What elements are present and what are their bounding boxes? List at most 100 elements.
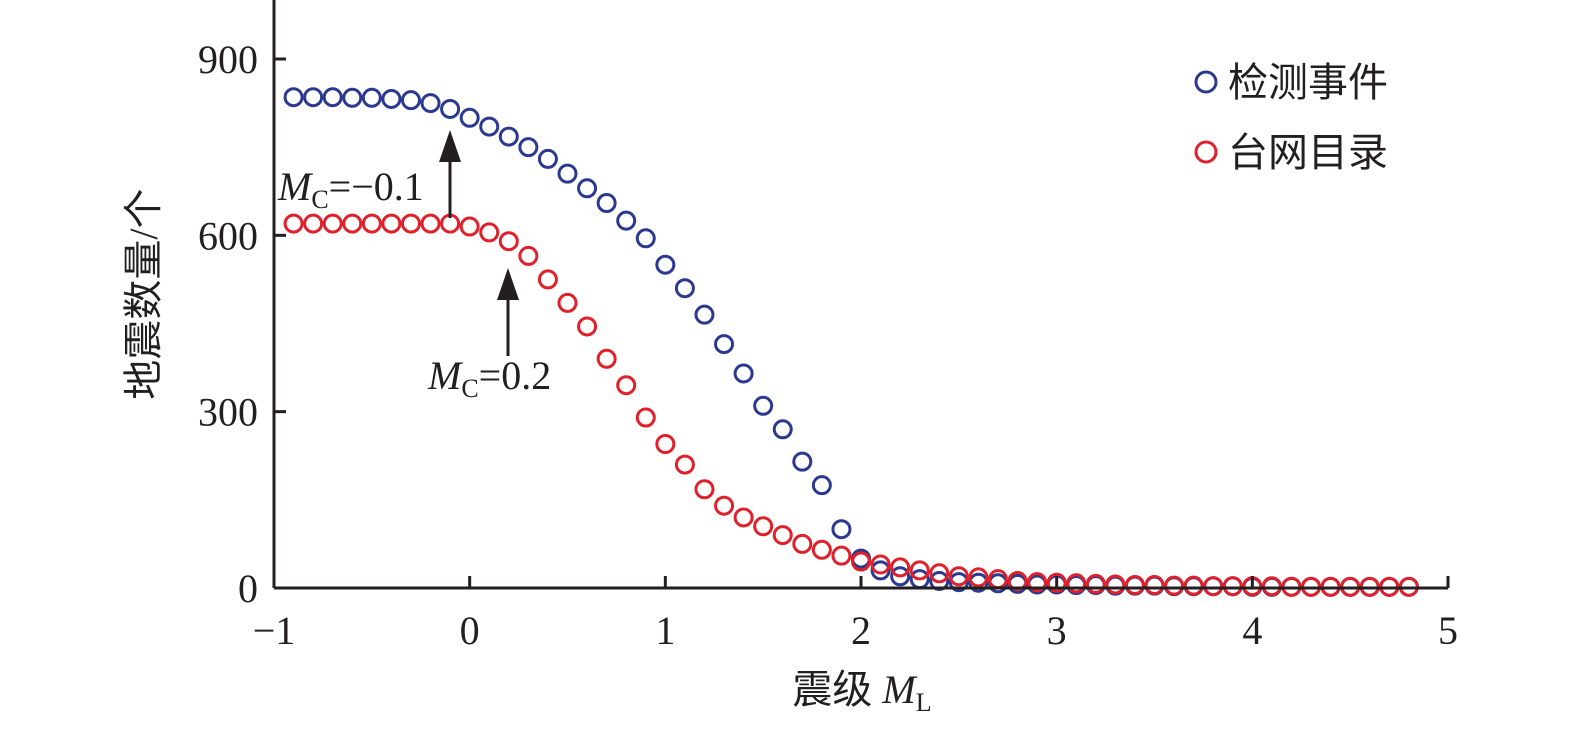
x-axis-title-sub: L (916, 688, 932, 717)
data-point (968, 567, 989, 588)
data-point (616, 210, 637, 231)
data-point (420, 93, 441, 114)
data-point (1222, 576, 1243, 597)
data-point (1144, 575, 1165, 596)
data-point (518, 245, 539, 266)
data-point (1183, 575, 1204, 596)
data-point (498, 126, 519, 147)
data-point (714, 334, 735, 355)
x-tick-label: 1 (655, 608, 675, 653)
data-point (479, 116, 500, 137)
data-point (1105, 574, 1126, 595)
annotation-mc-catalog: MC=0.2 (427, 353, 551, 403)
y-ticks: 0 300 600 900 (198, 37, 286, 611)
data-point (714, 495, 735, 516)
annotation-arrow-catalog-head (497, 268, 519, 300)
data-point (459, 107, 480, 128)
annotation-mc-detected-sub: C (311, 185, 328, 214)
data-point (948, 572, 969, 593)
x-tick-label: 3 (1047, 608, 1067, 653)
data-point (929, 563, 950, 584)
y-tick-label: 600 (198, 213, 258, 258)
legend-marker-catalog (1194, 140, 1218, 164)
data-point (733, 507, 754, 528)
annotation-mc-detected-value: =−0.1 (329, 164, 424, 209)
data-point (557, 292, 578, 313)
x-ticks: −1 0 1 2 3 4 5 (253, 576, 1458, 653)
data-point (440, 98, 461, 119)
y-tick-label: 900 (198, 37, 258, 82)
y-tick-label: 0 (238, 566, 258, 611)
data-point (1066, 573, 1087, 594)
x-tick-label: 5 (1438, 608, 1458, 653)
data-point (1203, 576, 1224, 597)
data-point (1027, 572, 1048, 593)
data-point (342, 87, 363, 108)
data-point (733, 363, 754, 384)
data-point (283, 87, 304, 108)
data-point (792, 451, 813, 472)
data-point (596, 193, 617, 214)
annotation-arrow-detected-head (439, 130, 461, 162)
data-point (948, 566, 969, 587)
data-point (537, 269, 558, 290)
data-point (655, 433, 676, 454)
annotation-mc-catalog-sub: C (461, 374, 478, 403)
legend: 检测事件 台网目录 (1194, 60, 1388, 175)
data-point (674, 454, 695, 475)
data-point (753, 395, 774, 416)
data-point (577, 316, 598, 337)
data-point (811, 539, 832, 560)
data-point (381, 213, 402, 234)
data-point (322, 87, 343, 108)
data-point (811, 475, 832, 496)
data-point (596, 348, 617, 369)
data-point (518, 137, 539, 158)
annotation-mc-detected: MC=−0.1 (277, 164, 424, 214)
legend-label-detected: 检测事件 (1228, 60, 1388, 105)
data-point (870, 554, 891, 575)
data-point (890, 566, 911, 587)
data-point (361, 213, 382, 234)
data-point (479, 222, 500, 243)
data-point (870, 560, 891, 581)
data-point (753, 516, 774, 537)
data-point (1124, 575, 1145, 596)
data-point (303, 87, 324, 108)
data-point (1085, 573, 1106, 594)
data-point (303, 213, 324, 234)
data-point (655, 254, 676, 275)
data-point (616, 375, 637, 396)
data-point (322, 213, 343, 234)
data-point (498, 231, 519, 252)
data-point (1261, 576, 1282, 597)
data-point (400, 90, 421, 111)
data-point (1046, 572, 1067, 593)
data-point (400, 213, 421, 234)
annotations: MC=−0.1 MC=0.2 (277, 130, 551, 403)
x-axis-title-main: 震级 (792, 667, 882, 712)
data-point (694, 304, 715, 325)
y-axis-title: 地震数量/个 (121, 188, 166, 399)
data-point (635, 407, 656, 428)
data-point (792, 533, 813, 554)
x-tick-label: 4 (1242, 608, 1262, 653)
data-point (694, 479, 715, 500)
x-tick-label: 2 (851, 608, 871, 653)
data-point (381, 88, 402, 109)
data-point (577, 178, 598, 199)
data-point (1164, 575, 1185, 596)
data-point (968, 572, 989, 593)
data-point (342, 213, 363, 234)
data-point (772, 525, 793, 546)
data-point (537, 148, 558, 169)
series-network-catalog (283, 213, 1419, 597)
x-axis-title-var: M (881, 667, 918, 712)
data-point (459, 216, 480, 237)
legend-label-catalog: 台网目录 (1228, 130, 1388, 175)
data-point (420, 213, 441, 234)
data-point (557, 163, 578, 184)
annotation-mc-catalog-value: =0.2 (479, 353, 552, 398)
annotation-mc-detected-var: M (277, 164, 314, 209)
